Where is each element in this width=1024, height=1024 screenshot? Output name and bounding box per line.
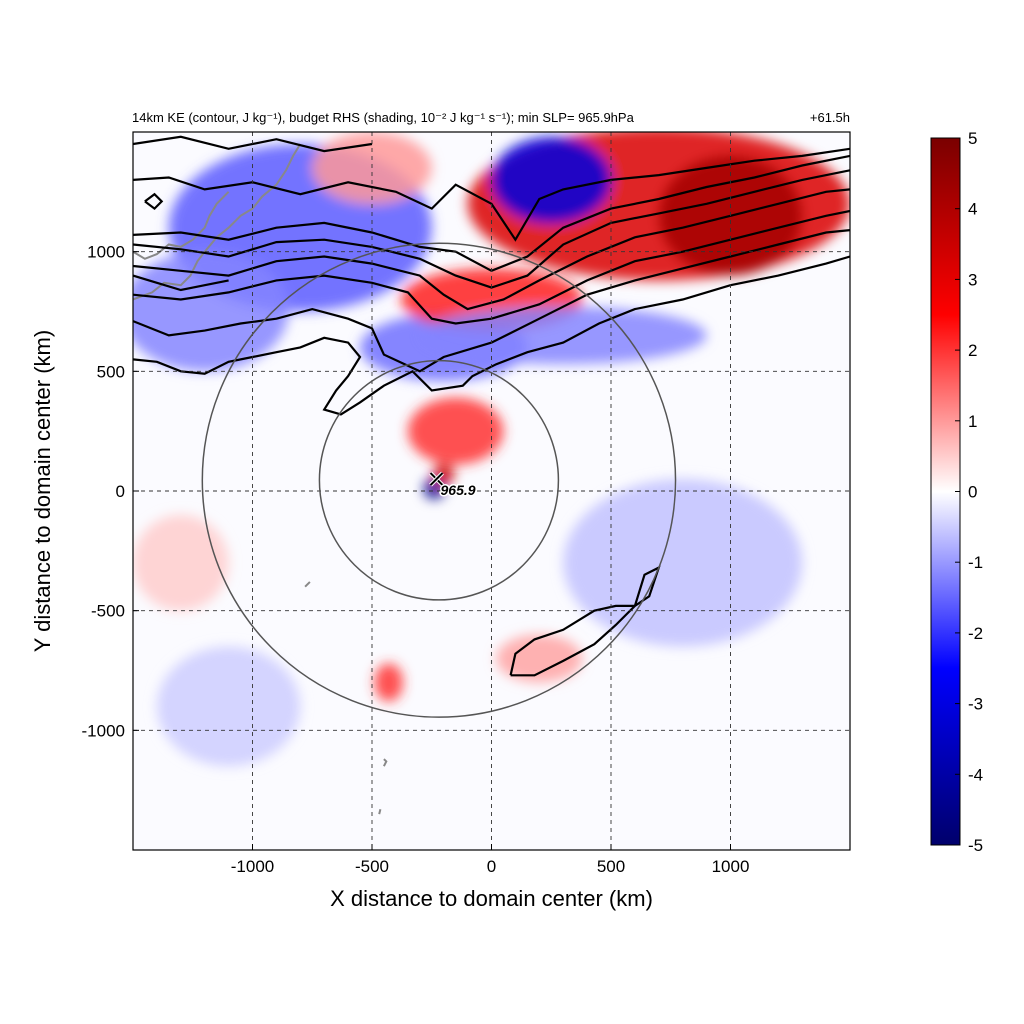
shading-region	[491, 136, 611, 223]
ke-contour	[144, 192, 164, 211]
colorbar-tick-label: 0	[968, 483, 977, 502]
x-icon	[429, 471, 444, 487]
shading-region	[407, 397, 504, 465]
y-tick-label: 500	[97, 362, 125, 381]
colorbar-tick-label: 3	[968, 270, 977, 289]
shading-region	[563, 479, 803, 647]
colorbar-tick-label: -5	[968, 836, 983, 855]
coastline	[304, 581, 311, 588]
coastline-layer	[133, 143, 388, 815]
y-tick-label: -500	[91, 602, 125, 621]
colorbar-tick-label: 5	[968, 129, 977, 148]
y-tick-label: -1000	[82, 721, 125, 740]
range-circle	[201, 242, 677, 718]
range-circle	[318, 359, 560, 601]
y-tick-label: 0	[116, 482, 125, 501]
y-axis-ticks: -1000 -500 0 500 1000	[82, 243, 139, 740]
shading-region	[374, 663, 404, 702]
colorbar: 5 4 3 2 1 0 -1 -2 -3 -4 -5	[930, 129, 983, 855]
plot-area: 965.9	[133, 132, 850, 850]
colorbar-tick-label: 2	[968, 341, 977, 360]
ke-contour	[133, 274, 229, 292]
x-tick-label: -1000	[231, 857, 274, 876]
colorbar-ticks: 5 4 3 2 1 0 -1 -2 -3 -4 -5	[955, 129, 983, 855]
shading-layer	[133, 132, 850, 767]
shading-region	[419, 306, 707, 365]
ke-contour	[133, 209, 850, 325]
ke-contour	[133, 188, 850, 311]
x-tick-label: 500	[597, 857, 625, 876]
colorbar-tick-label: -2	[968, 624, 983, 643]
y-axis-label: Y distance to domain center (km)	[30, 330, 55, 652]
coastline	[133, 191, 230, 260]
shading-region	[133, 514, 229, 611]
x-tick-label: -500	[355, 857, 389, 876]
shading-region	[496, 634, 583, 683]
colorbar-tick-label: 4	[968, 200, 977, 219]
shading-region	[156, 646, 301, 767]
colorbar-tick-label: -3	[968, 695, 983, 714]
colorbar-tick-label: -1	[968, 553, 983, 572]
coastline	[133, 143, 302, 301]
min-slp-label: 965.9	[441, 482, 476, 498]
x-tick-label: 0	[487, 857, 496, 876]
coastline	[383, 758, 388, 767]
forecast-time-label: +61.5h	[810, 110, 850, 125]
chart-title: 14km KE (contour, J kg⁻¹), budget RHS (s…	[132, 110, 635, 125]
range-circles	[201, 242, 677, 718]
coastline	[378, 809, 382, 815]
ke-contour	[509, 565, 661, 677]
shading-region	[133, 251, 289, 372]
storm-center: 965.9	[429, 471, 477, 500]
colorbar-tick-label: -4	[968, 765, 983, 784]
y-tick-label: 1000	[87, 243, 125, 262]
ke-contour	[133, 229, 850, 373]
x-axis-ticks: -1000 -500 0 500 1000	[231, 844, 750, 876]
colorbar-tick-label: 1	[968, 412, 977, 431]
x-tick-label: 1000	[712, 857, 750, 876]
x-axis-label: X distance to domain center (km)	[330, 886, 653, 911]
